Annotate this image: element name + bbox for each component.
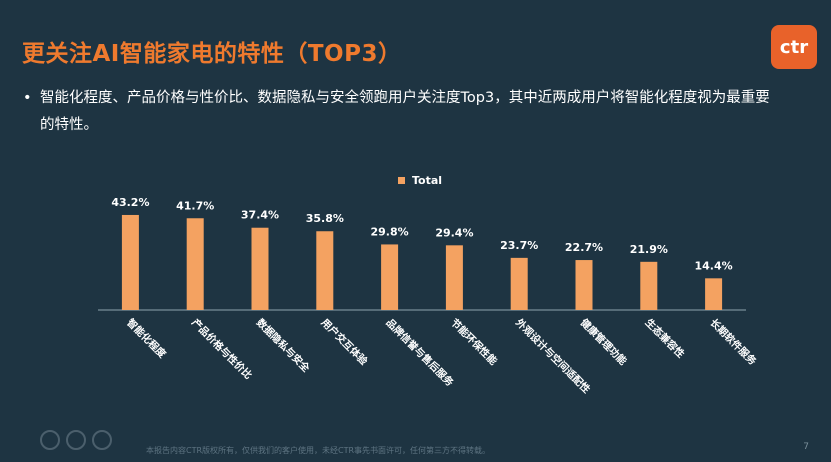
bar <box>381 244 399 310</box>
bullet-dot-icon: • <box>23 90 32 106</box>
category-tick-label: 长期软件服务 <box>707 316 759 368</box>
badge-icon <box>92 430 112 450</box>
data-label: 14.4% <box>695 259 733 272</box>
bar <box>575 260 593 310</box>
bar <box>510 257 528 310</box>
category-tick-label: 节能环保性能 <box>448 316 500 368</box>
category-tick-label: 用户交互体验 <box>318 315 371 368</box>
data-label: 41.7% <box>176 199 214 212</box>
chart-legend: Total <box>398 174 442 187</box>
data-label: 43.2% <box>111 196 149 209</box>
footer-badges <box>40 430 112 450</box>
data-label: 21.9% <box>630 243 668 256</box>
data-label: 29.4% <box>435 226 473 239</box>
badge-icon <box>40 430 60 450</box>
summary-text: 智能化程度、产品价格与性价比、数据隐私与安全领跑用户关注度Top3，其中近两成用… <box>40 90 770 133</box>
data-label: 37.4% <box>241 209 279 222</box>
summary-bullet: • 智能化程度、产品价格与性价比、数据隐私与安全领跑用户关注度Top3，其中近两… <box>23 85 780 139</box>
page-title: 更关注AI智能家电的特性（TOP3） <box>22 41 402 67</box>
bar <box>445 245 463 310</box>
data-label: 35.8% <box>306 212 344 225</box>
bar <box>316 231 334 310</box>
footer-disclaimer: 本报告内容CTR版权所有，仅供我们的客户使用，未经CTR事先书面许可，任何第三方… <box>146 446 491 455</box>
data-label: 29.8% <box>371 225 409 238</box>
bar <box>121 214 139 310</box>
bar <box>251 227 269 310</box>
data-label: 22.7% <box>565 241 603 254</box>
bar <box>186 218 204 310</box>
category-tick-label: 生态兼容性 <box>643 316 688 361</box>
page-number: 7 <box>803 442 809 452</box>
bar <box>705 278 723 310</box>
ctr-logo: ctr <box>771 25 817 69</box>
badge-icon <box>66 430 86 450</box>
legend-swatch-icon <box>398 177 405 184</box>
bar <box>640 261 658 310</box>
category-tick-label: 健康管理功能 <box>578 316 630 368</box>
category-tick-label: 智能化程度 <box>124 316 169 361</box>
legend-label: Total <box>412 174 443 187</box>
category-tick-label: 品牌信誉与售后服务 <box>383 316 457 390</box>
data-label: 23.7% <box>500 239 538 252</box>
category-tick-label: 产品价格与性价比 <box>189 316 255 382</box>
category-tick-label: 数据隐私与安全 <box>254 316 313 375</box>
